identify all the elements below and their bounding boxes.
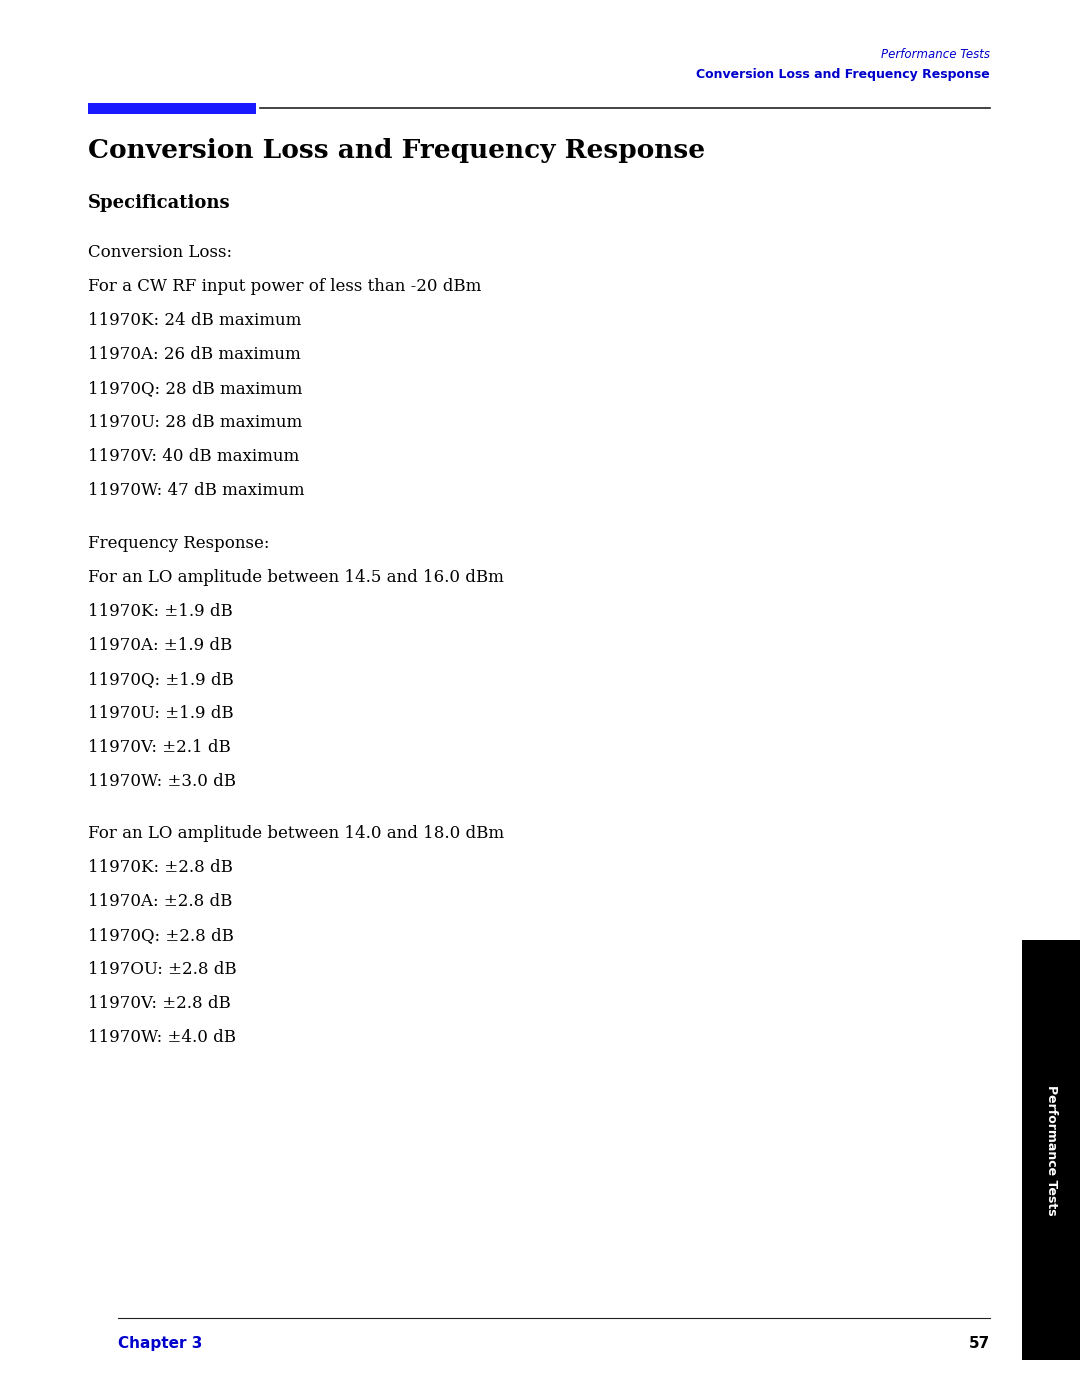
Text: Performance Tests: Performance Tests (881, 47, 990, 61)
Text: 11970Q: 28 dB maximum: 11970Q: 28 dB maximum (87, 380, 302, 397)
Text: 11970V: 40 dB maximum: 11970V: 40 dB maximum (87, 448, 299, 465)
Bar (1022, 940, 1080, 1361)
Text: 57: 57 (969, 1336, 990, 1351)
Text: 11970A: ±1.9 dB: 11970A: ±1.9 dB (87, 637, 232, 654)
Text: For an LO amplitude between 14.5 and 16.0 dBm: For an LO amplitude between 14.5 and 16.… (87, 569, 504, 585)
Text: 11970A: 26 dB maximum: 11970A: 26 dB maximum (87, 346, 300, 363)
Text: 11970U: 28 dB maximum: 11970U: 28 dB maximum (87, 414, 302, 432)
Text: 11970K: ±2.8 dB: 11970K: ±2.8 dB (87, 859, 233, 876)
Text: 1197OU: ±2.8 dB: 1197OU: ±2.8 dB (87, 961, 237, 978)
Text: 11970Q: ±1.9 dB: 11970Q: ±1.9 dB (87, 671, 233, 687)
Text: Frequency Response:: Frequency Response: (87, 535, 270, 552)
Bar (87, 102, 256, 113)
Text: 11970A: ±2.8 dB: 11970A: ±2.8 dB (87, 894, 232, 911)
Text: For a CW RF input power of less than -20 dBm: For a CW RF input power of less than -20… (87, 278, 482, 295)
Text: 11970W: ±3.0 dB: 11970W: ±3.0 dB (87, 773, 237, 789)
Text: 11970W: ±4.0 dB: 11970W: ±4.0 dB (87, 1030, 237, 1046)
Text: 11970U: ±1.9 dB: 11970U: ±1.9 dB (87, 704, 233, 722)
Text: 11970W: 47 dB maximum: 11970W: 47 dB maximum (87, 482, 305, 499)
Text: For an LO amplitude between 14.0 and 18.0 dBm: For an LO amplitude between 14.0 and 18.… (87, 826, 504, 842)
Text: 11970K: ±1.9 dB: 11970K: ±1.9 dB (87, 602, 233, 620)
Text: Specifications: Specifications (87, 194, 231, 212)
Text: 11970Q: ±2.8 dB: 11970Q: ±2.8 dB (87, 928, 234, 944)
Text: 11970K: 24 dB maximum: 11970K: 24 dB maximum (87, 312, 301, 330)
Text: Conversion Loss and Frequency Response: Conversion Loss and Frequency Response (87, 138, 705, 163)
Text: 11970V: ±2.8 dB: 11970V: ±2.8 dB (87, 996, 231, 1013)
Text: Conversion Loss and Frequency Response: Conversion Loss and Frequency Response (697, 68, 990, 81)
Text: Performance Tests: Performance Tests (1044, 1084, 1057, 1215)
Text: Chapter 3: Chapter 3 (118, 1336, 202, 1351)
Text: Conversion Loss:: Conversion Loss: (87, 244, 232, 261)
Text: 11970V: ±2.1 dB: 11970V: ±2.1 dB (87, 739, 231, 756)
